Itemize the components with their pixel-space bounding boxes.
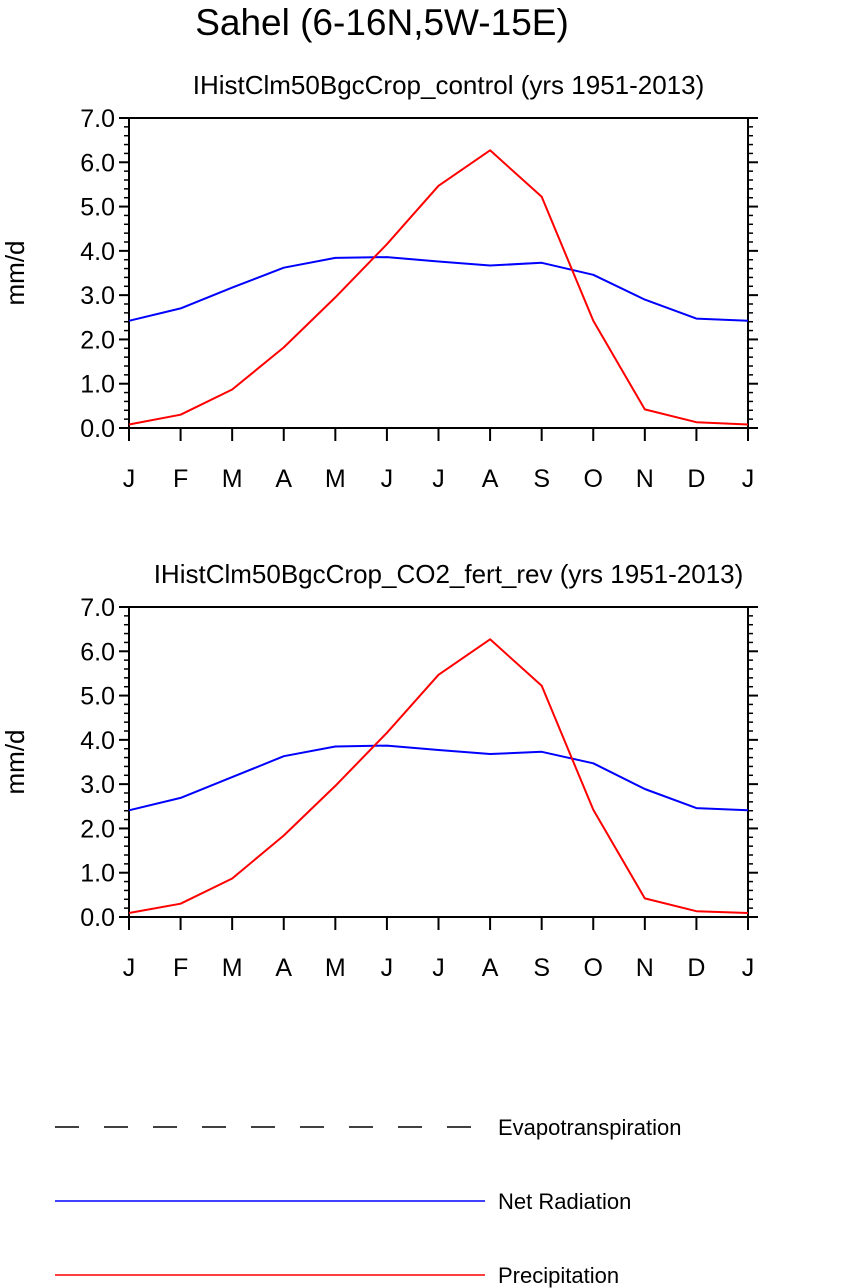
x-tick-label: J xyxy=(381,954,394,982)
y-tick-label: 6.0 xyxy=(80,638,115,666)
plot-frame xyxy=(128,606,749,918)
legend-label: Net Radiation xyxy=(498,1189,631,1214)
chart-panel-2: IHistClm50BgcCrop_CO2_fert_rev (yrs 1951… xyxy=(0,559,758,982)
x-tick-label: D xyxy=(687,465,705,493)
y-tick-label: 5.0 xyxy=(80,194,115,222)
x-tick-label: A xyxy=(275,465,292,493)
y-tick-label: 7.0 xyxy=(80,594,115,622)
legend-label: Evapotranspiration xyxy=(498,1115,681,1140)
y-tick-label: 5.0 xyxy=(80,683,115,711)
chart-panel-1: IHistClm50BgcCrop_control (yrs 1951-2013… xyxy=(0,70,758,493)
main-title: Sahel (6-16N,5W-15E) xyxy=(195,2,569,43)
x-tick-label: A xyxy=(482,954,499,982)
plot-frame xyxy=(128,117,749,429)
y-tick-label: 0.0 xyxy=(80,415,115,443)
x-tick-label: J xyxy=(123,954,136,982)
x-tick-label: J xyxy=(432,954,445,982)
x-tick-label: J xyxy=(432,465,445,493)
x-tick-label: A xyxy=(275,954,292,982)
y-tick-label: 4.0 xyxy=(80,727,115,755)
y-tick-label: 0.0 xyxy=(80,904,115,932)
y-tick-label: 4.0 xyxy=(80,238,115,266)
x-tick-label: J xyxy=(742,954,755,982)
x-tick-label: O xyxy=(584,954,603,982)
x-tick-label: M xyxy=(222,465,243,493)
y-tick-label: 2.0 xyxy=(80,326,115,354)
y-tick-label: 2.0 xyxy=(80,815,115,843)
series-line-precipitation xyxy=(128,638,749,914)
x-tick-label: N xyxy=(636,954,654,982)
x-tick-label: J xyxy=(381,465,394,493)
legend-item-evapotranspiration: Evapotranspiration xyxy=(55,1115,681,1140)
legend-label: Precipitation xyxy=(498,1263,619,1288)
legend: Evapotranspiration Net Radiation Precipita… xyxy=(55,1115,681,1288)
x-tick-label: F xyxy=(173,465,188,493)
x-tick-label: D xyxy=(687,954,705,982)
x-tick-label: M xyxy=(325,465,346,493)
x-tick-label: N xyxy=(636,465,654,493)
x-tick-label: F xyxy=(173,954,188,982)
y-tick-label: 1.0 xyxy=(80,371,115,399)
y-axis-label: mm/d xyxy=(0,730,30,795)
y-tick-label: 3.0 xyxy=(80,282,115,310)
y-axis-label: mm/d xyxy=(0,241,30,306)
y-tick-label: 6.0 xyxy=(80,149,115,177)
series-line-net-radiation xyxy=(128,256,749,322)
x-tick-label: J xyxy=(123,465,136,493)
series-line-precipitation xyxy=(128,149,749,426)
x-tick-label: S xyxy=(533,954,550,982)
x-tick-label: O xyxy=(584,465,603,493)
y-tick-label: 3.0 xyxy=(80,771,115,799)
x-tick-label: A xyxy=(482,465,499,493)
x-tick-label: S xyxy=(533,465,550,493)
panel-title: IHistClm50BgcCrop_control (yrs 1951-2013… xyxy=(193,70,705,100)
x-tick-label: M xyxy=(325,954,346,982)
panel-title: IHistClm50BgcCrop_CO2_fert_rev (yrs 1951… xyxy=(154,559,744,589)
x-tick-label: M xyxy=(222,954,243,982)
y-tick-label: 7.0 xyxy=(80,105,115,133)
y-tick-label: 1.0 xyxy=(80,860,115,888)
series-line-net-radiation xyxy=(128,744,749,812)
legend-item-net-radiation: Net Radiation xyxy=(55,1189,631,1214)
panels: IHistClm50BgcCrop_control (yrs 1951-2013… xyxy=(0,70,758,982)
x-tick-label: J xyxy=(742,465,755,493)
legend-item-precipitation: Precipitation xyxy=(55,1263,619,1288)
